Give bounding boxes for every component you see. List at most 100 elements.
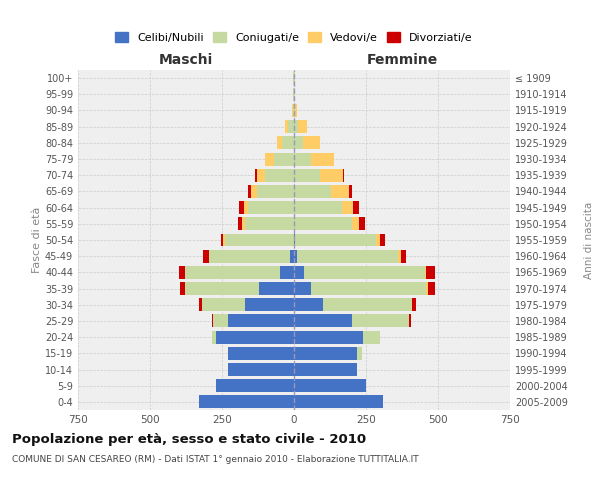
Bar (298, 120, 307, 133)
Bar (248, 185, 251, 198)
Bar (311, 282, 427, 295)
Bar (294, 185, 331, 198)
Bar (265, 152, 274, 166)
Bar (255, 169, 257, 181)
Bar (294, 314, 352, 328)
Bar (280, 266, 294, 279)
Bar (331, 185, 349, 198)
Bar (277, 136, 283, 149)
Bar (294, 396, 383, 408)
Bar (294, 218, 352, 230)
Bar (239, 201, 244, 214)
Bar (203, 250, 209, 262)
Bar (409, 314, 410, 328)
Bar (294, 266, 304, 279)
Bar (294, 136, 302, 149)
Bar (185, 282, 259, 295)
Bar (294, 250, 297, 262)
Bar (251, 185, 257, 198)
Bar (428, 282, 435, 295)
Bar (216, 379, 294, 392)
Bar (245, 298, 294, 311)
Bar (199, 298, 202, 311)
Text: Popolazione per età, sesso e stato civile - 2010: Popolazione per età, sesso e stato civil… (12, 432, 366, 446)
Y-axis label: Fasce di età: Fasce di età (32, 207, 42, 273)
Bar (376, 234, 380, 246)
Bar (302, 136, 320, 149)
Bar (294, 282, 311, 295)
Bar (288, 120, 294, 133)
Bar (320, 169, 343, 181)
Bar (274, 152, 294, 166)
Bar (179, 266, 185, 279)
Bar (341, 201, 353, 214)
Bar (293, 88, 294, 101)
Bar (343, 169, 344, 181)
Bar (228, 363, 294, 376)
Text: Femmine: Femmine (367, 53, 437, 67)
Bar (311, 152, 334, 166)
Bar (425, 266, 427, 279)
Bar (202, 298, 245, 311)
Bar (238, 218, 242, 230)
Legend: Celibi/Nubili, Coniugati/e, Vedovi/e, Divorziati/e: Celibi/Nubili, Coniugati/e, Vedovi/e, Di… (111, 28, 477, 48)
Bar (297, 250, 398, 262)
Bar (290, 250, 294, 262)
Bar (295, 104, 297, 117)
Bar (248, 201, 294, 214)
Bar (380, 234, 385, 246)
Bar (221, 234, 223, 246)
Text: COMUNE DI SAN CESAREO (RM) - Dati ISTAT 1° gennaio 2010 - Elaborazione TUTTITALI: COMUNE DI SAN CESAREO (RM) - Dati ISTAT … (12, 456, 419, 464)
Bar (412, 298, 416, 311)
Bar (363, 330, 380, 344)
Bar (212, 330, 216, 344)
Bar (294, 88, 295, 101)
Bar (225, 234, 294, 246)
Bar (349, 185, 352, 198)
Bar (427, 266, 435, 279)
Bar (294, 120, 298, 133)
Bar (323, 298, 412, 311)
Text: Maschi: Maschi (159, 53, 213, 67)
Bar (259, 282, 294, 295)
Bar (257, 169, 265, 181)
Bar (209, 250, 290, 262)
Bar (257, 185, 294, 198)
Bar (216, 330, 294, 344)
Bar (427, 282, 428, 295)
Bar (294, 379, 366, 392)
Bar (358, 347, 362, 360)
Bar (359, 218, 365, 230)
Bar (352, 314, 409, 328)
Bar (283, 136, 294, 149)
Bar (294, 330, 363, 344)
Bar (294, 347, 358, 360)
Text: Anni di nascita: Anni di nascita (584, 202, 594, 278)
Bar (294, 234, 295, 246)
Bar (294, 104, 295, 117)
Bar (223, 234, 225, 246)
Bar (353, 201, 359, 214)
Bar (212, 314, 214, 328)
Bar (245, 218, 294, 230)
Bar (265, 169, 294, 181)
Bar (294, 298, 323, 311)
Bar (398, 250, 401, 262)
Bar (294, 201, 341, 214)
Bar (185, 266, 280, 279)
Bar (352, 218, 359, 230)
Bar (295, 234, 376, 246)
Bar (401, 250, 406, 262)
Bar (214, 314, 228, 328)
Bar (180, 282, 185, 295)
Bar (294, 152, 311, 166)
Bar (304, 266, 425, 279)
Bar (228, 347, 294, 360)
Bar (294, 169, 320, 181)
Bar (199, 396, 294, 408)
Bar (242, 218, 245, 230)
Bar (228, 314, 294, 328)
Bar (244, 201, 248, 214)
Bar (293, 104, 294, 117)
Bar (294, 363, 358, 376)
